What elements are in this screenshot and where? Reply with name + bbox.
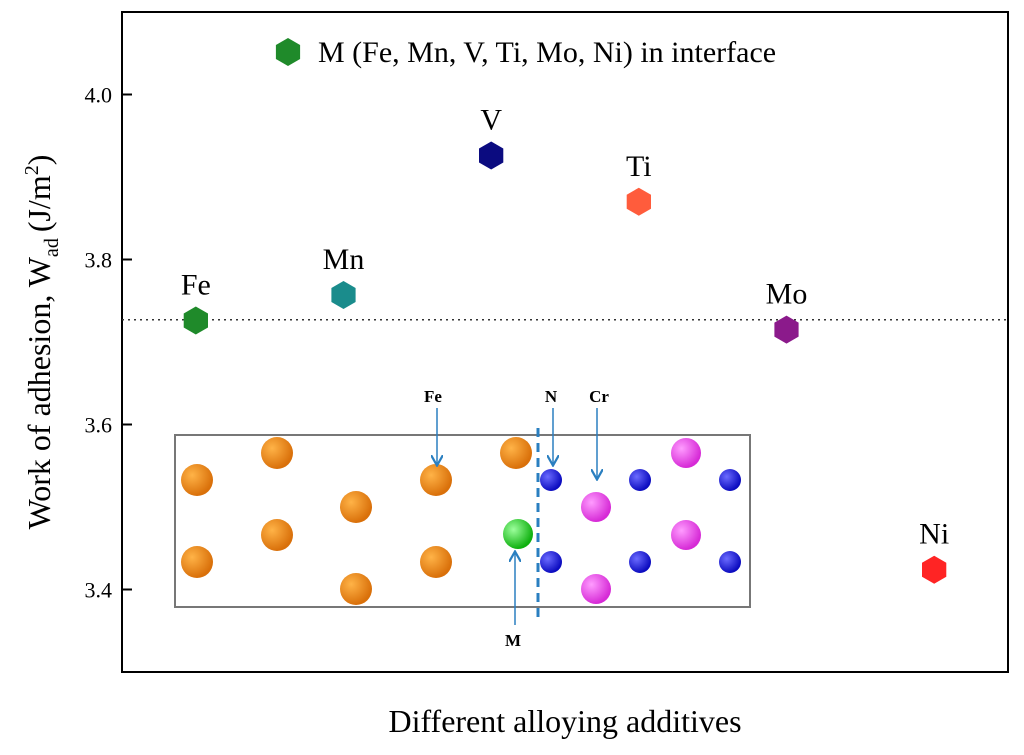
fe-atom <box>420 464 452 496</box>
n-atom <box>719 469 741 491</box>
y-tick-label: 3.4 <box>85 578 113 603</box>
fe-atom <box>181 464 213 496</box>
y-tick-label: 3.6 <box>85 413 113 438</box>
data-point <box>331 281 356 309</box>
y-label-sup: 2 <box>21 165 43 175</box>
inset-label: Cr <box>589 387 609 406</box>
point-label: Mo <box>766 278 808 311</box>
y-label-sub: ad <box>41 238 63 257</box>
fe-atom <box>420 546 452 578</box>
data-point <box>183 306 208 335</box>
y-tick-label: 3.8 <box>85 248 113 273</box>
cr-atom <box>581 574 611 604</box>
inset-frame <box>174 434 751 608</box>
fe-atom <box>181 546 213 578</box>
data-point <box>479 141 504 170</box>
x-axis-label: Different alloying additives <box>388 703 741 739</box>
y-axis-label: Work of adhesion, Wad (J/m2) <box>21 155 63 530</box>
n-atom <box>719 551 741 573</box>
inset-label: N <box>545 387 558 406</box>
m-atom <box>503 519 533 549</box>
fe-atom <box>500 437 532 469</box>
legend-marker <box>275 38 301 66</box>
data-point <box>626 187 651 216</box>
n-atom <box>540 469 562 491</box>
fe-atom <box>340 573 372 605</box>
point-label: Fe <box>181 269 211 302</box>
n-atom <box>540 551 562 573</box>
plot-frame <box>121 11 1009 673</box>
point-label: Ti <box>626 150 652 183</box>
cr-atom <box>671 520 701 550</box>
point-label: Ni <box>919 518 949 551</box>
data-point <box>774 315 799 344</box>
cr-atom <box>581 492 611 522</box>
inset-diagram: Fe N Cr M <box>174 387 751 650</box>
data-point <box>922 555 947 584</box>
legend-label: M (Fe, Mn, V, Ti, Mo, Ni) in interface <box>318 36 776 69</box>
n-atom <box>629 469 651 491</box>
inset-label: Fe <box>424 387 442 406</box>
y-label-unit: (J/m <box>21 175 57 232</box>
fe-atom <box>261 519 293 551</box>
fe-atom <box>261 437 293 469</box>
y-tick-label: 4.0 <box>85 83 113 108</box>
inset-label: M <box>505 631 521 650</box>
fe-atom <box>340 491 372 523</box>
y-label-close: ) <box>21 155 57 166</box>
point-label: V <box>480 104 502 137</box>
point-label: Mn <box>323 243 365 276</box>
cr-atom <box>671 438 701 468</box>
y-label-main: Work of adhesion, W <box>21 256 57 529</box>
n-atom <box>629 551 651 573</box>
